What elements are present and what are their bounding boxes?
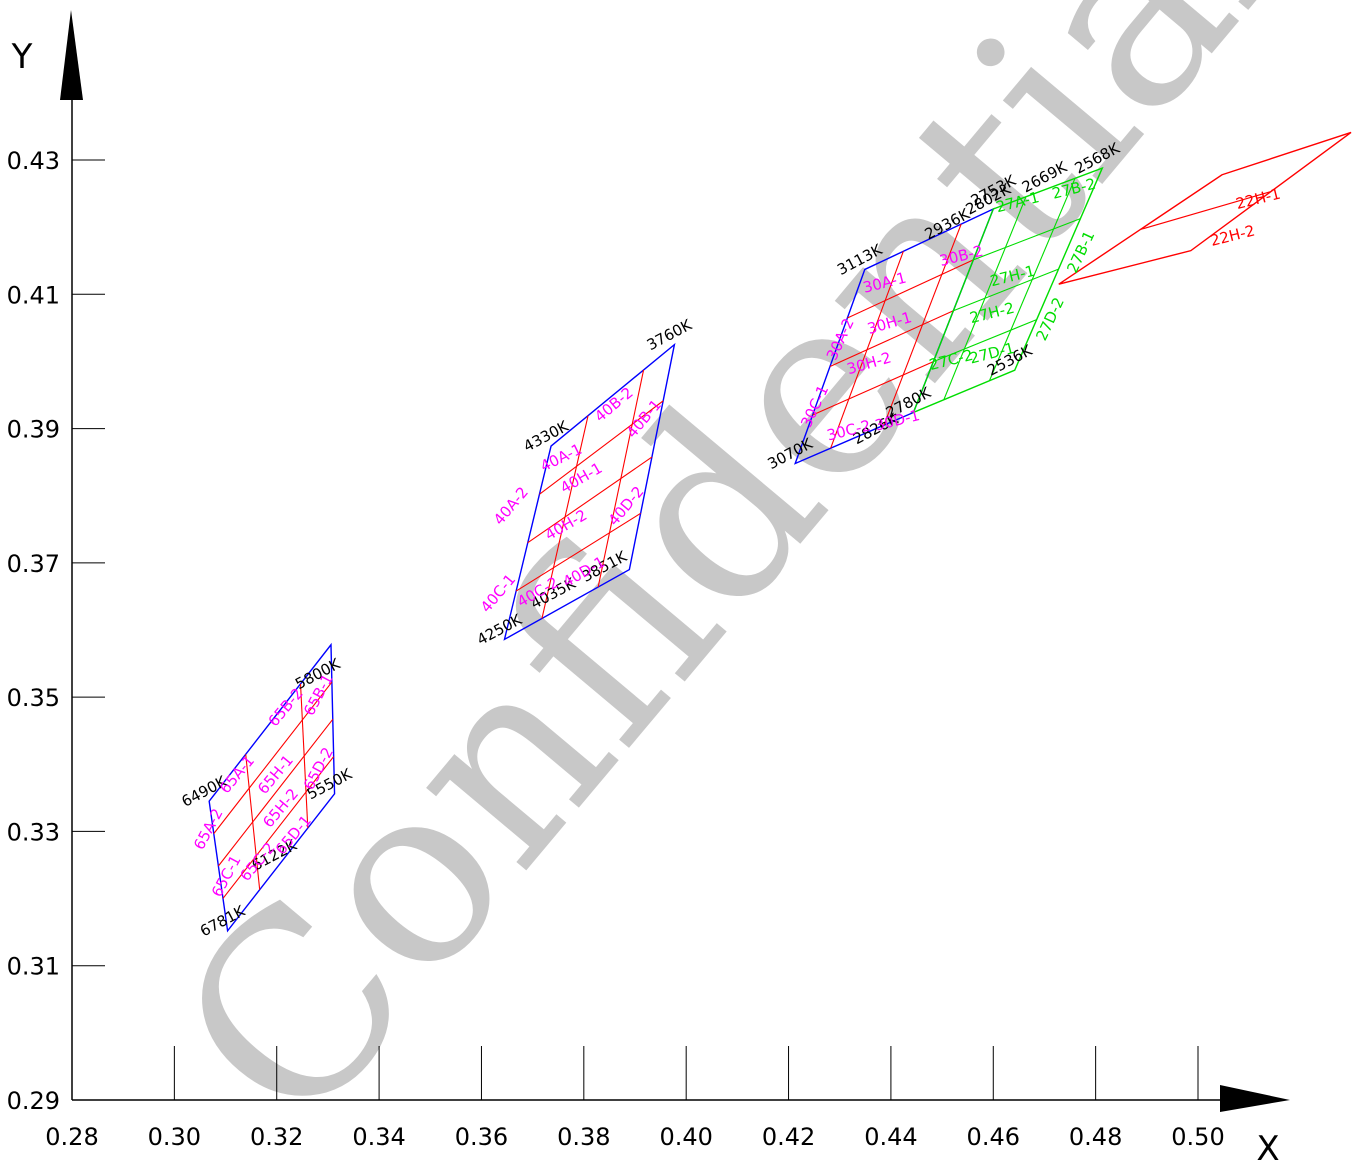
x-tick-label: 0.48: [1069, 1123, 1122, 1151]
x-tick-label: 0.34: [352, 1123, 405, 1151]
x-tick-label: 0.30: [148, 1123, 201, 1151]
bin-divider-line: [597, 369, 645, 588]
watermark-text: Confidential: [122, 0, 1340, 1166]
y-tick-label: 0.29: [7, 1087, 60, 1115]
bin-label: 22H-2: [1208, 222, 1256, 250]
x-tick-label: 0.36: [455, 1123, 508, 1151]
bin-divider-line: [217, 718, 334, 867]
bin-label: 65A-1: [216, 752, 258, 797]
bin-divider-line: [515, 512, 641, 592]
x-tick-label: 0.50: [1171, 1123, 1224, 1151]
y-tick-label: 0.39: [7, 416, 60, 444]
bin-divider-line: [812, 361, 934, 416]
bin-divider-line: [539, 400, 664, 495]
bin-divider-line: [933, 319, 1037, 363]
bin-divider-line: [527, 456, 653, 544]
x-tick-label: 0.44: [864, 1123, 917, 1151]
bin-divider-line: [847, 259, 974, 319]
x-tick-label: 0.46: [967, 1123, 1020, 1151]
x-tick-label: 0.38: [557, 1123, 610, 1151]
y-tick-label: 0.43: [7, 147, 60, 175]
y-axis-title: Y: [11, 37, 33, 77]
x-tick-label: 0.40: [659, 1123, 712, 1151]
bin-label: 65A-2: [190, 805, 227, 852]
y-tick-label: 0.31: [7, 953, 60, 981]
bin-divider-line: [299, 683, 309, 829]
bin-divider-line: [943, 196, 1027, 400]
bin-divider-line: [988, 178, 1076, 381]
bin-divider-line: [883, 223, 962, 426]
x-tick-label: 0.28: [45, 1123, 98, 1151]
bin-quadrangles: [208, 131, 1352, 933]
x-tick-label: 0.32: [250, 1123, 303, 1151]
axes: X Y 0.28 0.30 0.32 0.34 0.36 0.38 0.40 0.42 0.44 0.…: [7, 10, 1290, 1166]
x-tick-label: 0.42: [762, 1123, 815, 1151]
bin-divider-line: [541, 415, 589, 619]
bin-divider-line: [830, 251, 904, 449]
y-axis-arrow-icon: [60, 10, 83, 100]
quadrangle-27: [912, 166, 1104, 414]
quadrangle-40: [503, 342, 676, 641]
y-tick-label: 0.33: [7, 818, 60, 846]
bin-divider-line: [953, 268, 1059, 312]
x-axis-arrow-icon: [1220, 1085, 1290, 1112]
bin-divider-line: [829, 310, 954, 367]
y-tick-label: 0.35: [7, 684, 60, 712]
quadrangle-65: [208, 642, 336, 933]
bin-label: 22H-1: [1234, 185, 1282, 213]
quadrangle-22: [1058, 131, 1352, 285]
x-axis-title: X: [1256, 1129, 1279, 1166]
y-tick-label: 0.37: [7, 550, 60, 578]
bin-divider-line: [213, 681, 333, 834]
bin-divider-line: [245, 754, 261, 890]
bin-divider-line: [222, 756, 335, 899]
bin-divider-line: [973, 218, 1081, 261]
bin-divider-line: [1140, 191, 1272, 231]
watermark-layer: Confidential: [122, 0, 1340, 1166]
y-tick-label: 0.41: [7, 281, 60, 309]
